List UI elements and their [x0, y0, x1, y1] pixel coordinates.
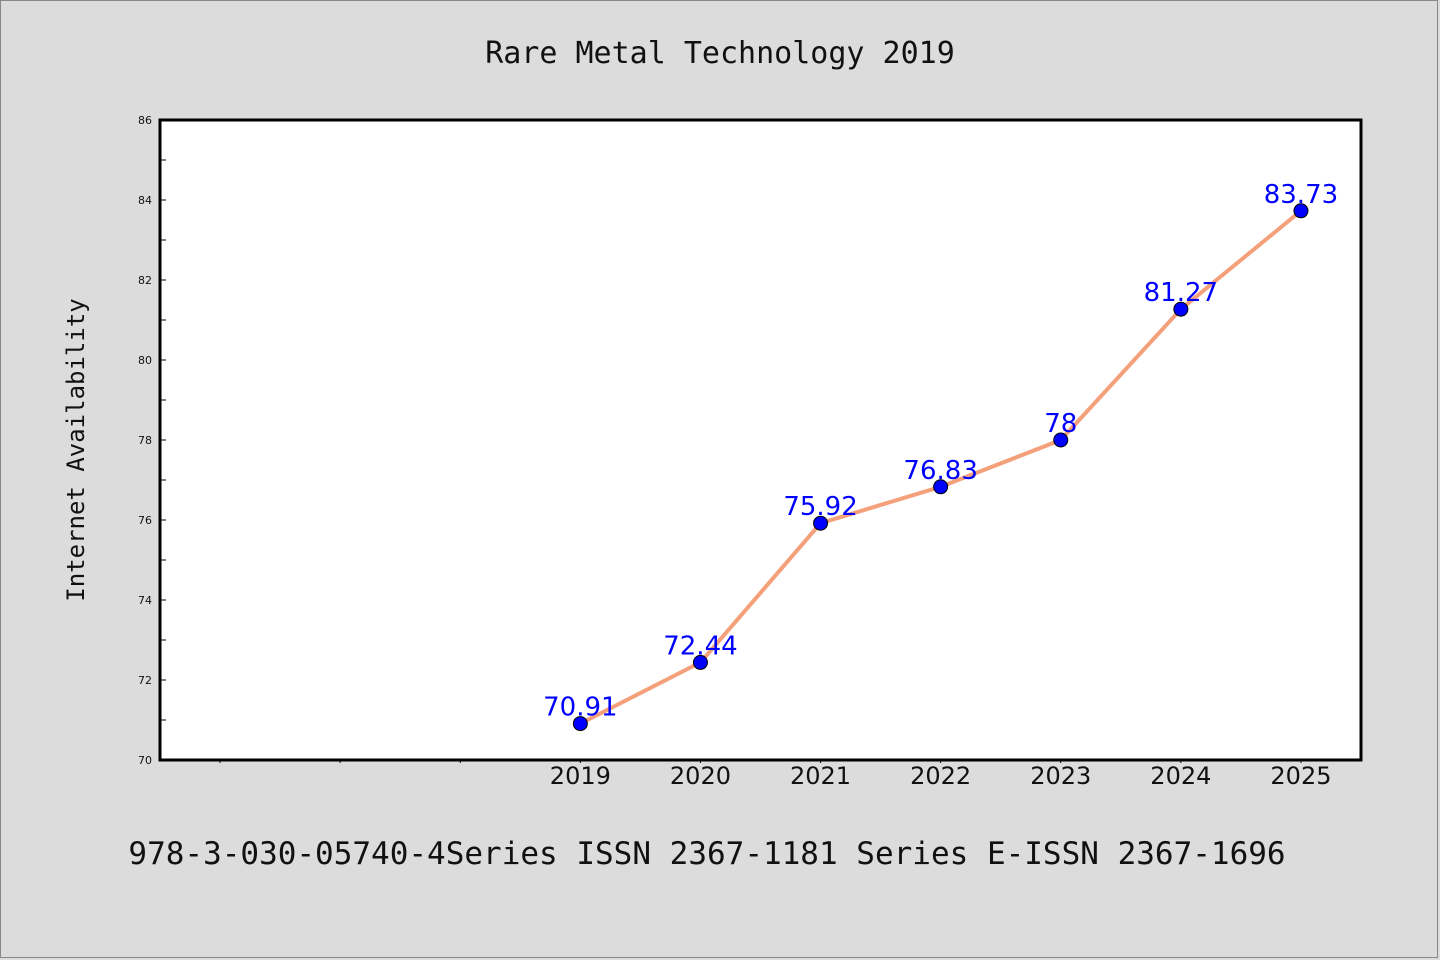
- y-axis-label: Internet Availability: [62, 298, 90, 601]
- chart-title: Rare Metal Technology 2019: [485, 36, 955, 71]
- data-label: 76.83: [903, 456, 977, 486]
- x-tick-label: 2019: [550, 762, 611, 790]
- x-axis: 2019 2020 2021 2022 2023 2024 2025: [219, 759, 1331, 790]
- y-tick-label: 72: [138, 674, 152, 687]
- data-label: 83.73: [1264, 180, 1338, 210]
- data-label: 70.91: [543, 693, 617, 723]
- data-point: [813, 515, 829, 531]
- footer-text: 978-3-030-05740-4Series ISSN 2367-1181 S…: [128, 836, 1285, 872]
- y-axis: 70 72 74 76 78 80 82 84 86: [138, 114, 166, 767]
- data-series: 70.91 72.44 75.92 76.83 78 81.27 83.73: [543, 180, 1338, 732]
- y-tick-label: 70: [138, 754, 152, 767]
- data-point: [1173, 301, 1189, 317]
- data-point: [1053, 432, 1069, 448]
- y-tick-label: 80: [138, 354, 152, 367]
- y-tick-label: 86: [138, 114, 152, 127]
- data-label: 78: [1044, 409, 1077, 439]
- y-tick-label: 84: [138, 194, 152, 207]
- y-tick-label: 74: [138, 594, 152, 607]
- y-tick-label: 82: [138, 274, 152, 287]
- plot-area: [158, 118, 1363, 762]
- data-point: [692, 654, 708, 670]
- data-label: 75.92: [783, 492, 857, 522]
- x-tick-label: 2022: [910, 762, 971, 790]
- x-tick-label: 2024: [1150, 762, 1211, 790]
- y-tick-label: 78: [138, 434, 152, 447]
- data-point: [1293, 203, 1309, 219]
- data-point: [933, 479, 949, 495]
- x-tick-label: 2023: [1030, 762, 1091, 790]
- data-point: [572, 716, 588, 732]
- x-tick-label: 2025: [1270, 762, 1331, 790]
- x-tick-label: 2021: [790, 762, 851, 790]
- data-label: 72.44: [663, 631, 737, 661]
- y-tick-label: 76: [138, 514, 152, 527]
- data-label: 81.27: [1144, 278, 1218, 308]
- x-tick-label: 2020: [670, 762, 731, 790]
